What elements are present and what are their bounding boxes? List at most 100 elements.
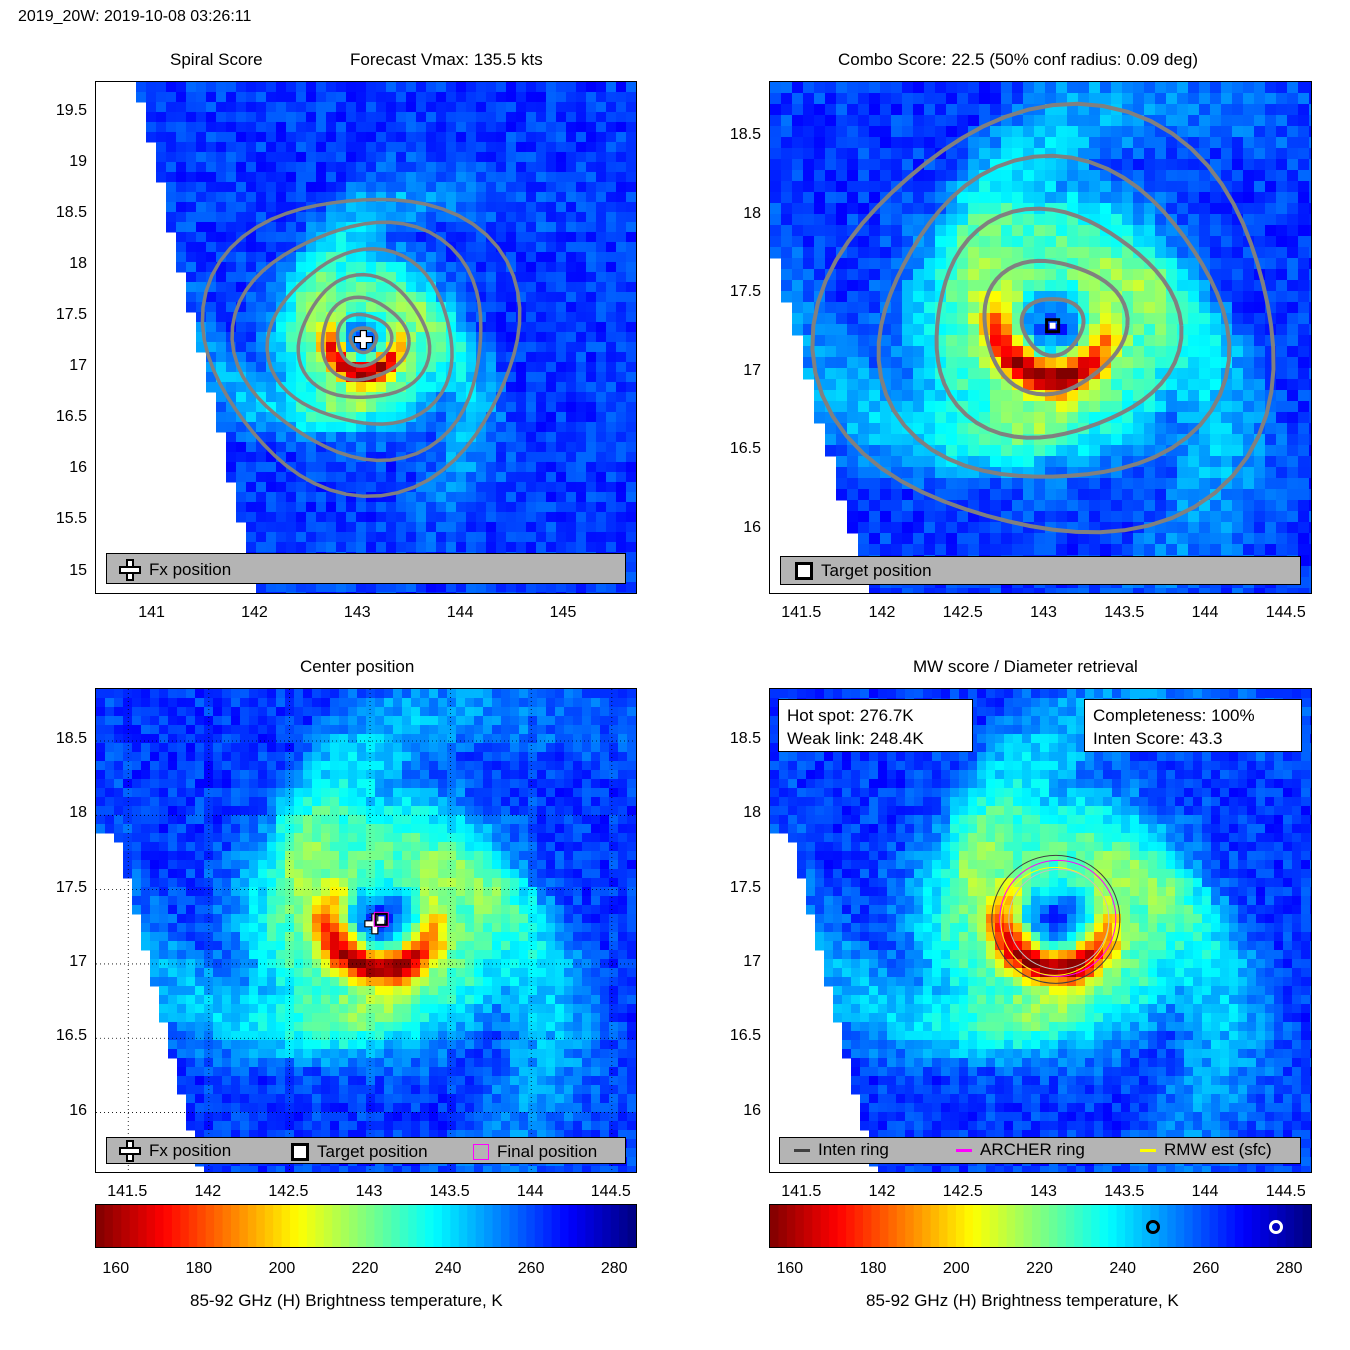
final-square-icon bbox=[473, 1144, 489, 1160]
mw-score-heatmap bbox=[770, 689, 1311, 1172]
colorbar-tick-label: 260 bbox=[1192, 1260, 1220, 1277]
x-tick-label: 145 bbox=[549, 604, 577, 621]
x-tick-label: 143.5 bbox=[1104, 604, 1145, 621]
y-tick-label: 18.5 bbox=[729, 126, 761, 144]
mw-legend: Inten ring ARCHER ring RMW est (sfc) bbox=[779, 1137, 1301, 1164]
colorbar-tick-label: 200 bbox=[268, 1260, 296, 1277]
colorbar-left-gradient bbox=[96, 1205, 637, 1247]
colorbar-tick-label: 160 bbox=[776, 1260, 804, 1277]
legend-item-final-position: Final position bbox=[473, 1142, 597, 1162]
legend-label-final-position: Final position bbox=[497, 1142, 598, 1161]
y-tick-label: 15 bbox=[69, 561, 87, 579]
x-tick-label: 142.5 bbox=[942, 604, 983, 621]
hot-spot-value: Hot spot: 276.7K bbox=[787, 706, 914, 725]
x-tick-label: 144 bbox=[446, 604, 474, 621]
spiral-panel-title: Spiral Score bbox=[170, 50, 263, 69]
y-tick-label: 16 bbox=[69, 1101, 87, 1119]
heatmap-cells bbox=[136, 82, 636, 593]
x-tick-label: 144 bbox=[1191, 1183, 1219, 1200]
weak-link-value: Weak link: 248.4K bbox=[787, 729, 924, 748]
weak-link-marker-icon bbox=[1146, 1220, 1160, 1234]
colorbar-tick-label: 260 bbox=[517, 1260, 545, 1277]
x-tick-label: 143 bbox=[355, 1183, 383, 1200]
contour-lines bbox=[810, 101, 1276, 535]
y-tick-label: 16.5 bbox=[729, 1027, 761, 1045]
legend-item-fx-position: Fx position bbox=[119, 1140, 231, 1162]
center-position-heatmap bbox=[96, 689, 636, 1172]
colorbar-tick-label: 200 bbox=[942, 1260, 970, 1277]
target-position-marker bbox=[1045, 318, 1061, 334]
archer-ring-line-icon bbox=[956, 1148, 972, 1152]
x-tick-label: 142 bbox=[868, 604, 896, 621]
position-markers bbox=[364, 911, 389, 935]
y-tick-label: 17.5 bbox=[729, 283, 761, 301]
legend-label-fx-position: Fx position bbox=[149, 1141, 232, 1160]
combo-score-heatmap bbox=[770, 82, 1311, 593]
spiral-panel-subtitle: Forecast Vmax: 135.5 kts bbox=[350, 50, 543, 69]
combo-score-plot: Target position bbox=[769, 81, 1312, 594]
combo-panel-title: Combo Score: 22.5 (50% conf radius: 0.09… bbox=[838, 50, 1199, 69]
inten-ring-line-icon bbox=[794, 1148, 810, 1152]
center-legend: Fx position Target position Final positi… bbox=[106, 1137, 626, 1164]
x-tick-label: 144 bbox=[1191, 604, 1219, 621]
x-tick-label: 143 bbox=[1030, 1183, 1057, 1200]
colorbar-tick-label: 280 bbox=[1275, 1260, 1303, 1277]
colorbar-tick-label: 220 bbox=[1026, 1260, 1053, 1277]
x-tick-label: 141.5 bbox=[781, 604, 822, 621]
mw-panel-title: MW score / Diameter retrieval bbox=[913, 657, 1138, 676]
legend-label-rmw-est: RMW est (sfc) bbox=[1164, 1140, 1272, 1159]
y-tick-label: 18.5 bbox=[55, 730, 87, 747]
center-panel-title: Center position bbox=[300, 657, 415, 676]
y-tick-label: 18 bbox=[743, 204, 761, 222]
y-tick-label: 17.5 bbox=[729, 878, 761, 896]
y-tick-label: 17.5 bbox=[55, 306, 87, 324]
inten-score-value: Inten Score: 43.3 bbox=[1093, 729, 1223, 748]
x-tick-label: 142 bbox=[241, 604, 268, 621]
fx-position-marker bbox=[353, 329, 374, 350]
colorbar-tick-label: 220 bbox=[351, 1260, 379, 1277]
x-tick-label: 142.5 bbox=[268, 1183, 309, 1200]
x-tick-label: 143.5 bbox=[429, 1183, 470, 1200]
x-tick-label: 144.5 bbox=[590, 1183, 631, 1200]
y-tick-label: 19.5 bbox=[55, 101, 87, 119]
x-tick-label: 142.5 bbox=[942, 1183, 983, 1200]
legend-label-fx-position: Fx position bbox=[149, 560, 232, 579]
combo-legend: Target position bbox=[780, 556, 1301, 585]
hot-spot-marker-icon bbox=[1269, 1220, 1283, 1234]
spiral-score-heatmap bbox=[136, 82, 636, 593]
mw-info-left: Hot spot: 276.7K Weak link: 248.4K bbox=[778, 699, 973, 752]
y-tick-label: 16.5 bbox=[55, 408, 87, 426]
legend-item-inten-ring: Inten ring bbox=[794, 1140, 889, 1160]
x-tick-label: 141 bbox=[138, 604, 165, 621]
colorbar-right-gradient bbox=[770, 1205, 1312, 1247]
heatmap-cells bbox=[96, 689, 636, 1172]
colorbar-tick-label: 240 bbox=[1109, 1260, 1137, 1277]
retrieval-rings bbox=[991, 854, 1121, 984]
colorbar-right-label: 85-92 GHz (H) Brightness temperature, K bbox=[866, 1291, 1179, 1310]
y-tick-label: 17 bbox=[743, 361, 761, 379]
plus-marker-icon bbox=[119, 559, 141, 581]
y-tick-label: 18 bbox=[743, 804, 761, 822]
heatmap-cells bbox=[770, 82, 1311, 593]
colorbar-left-label: 85-92 GHz (H) Brightness temperature, K bbox=[190, 1291, 503, 1310]
legend-item-target-position: Target position bbox=[291, 1142, 428, 1162]
colorbar-tick-label: 280 bbox=[600, 1260, 628, 1277]
figure-header-title: 2019_20W: 2019-10-08 03:26:11 bbox=[18, 8, 252, 25]
x-tick-label: 144.5 bbox=[1265, 604, 1306, 621]
y-tick-label: 17 bbox=[743, 952, 761, 970]
x-tick-label: 142 bbox=[868, 1183, 896, 1200]
colorbar-tick-label: 160 bbox=[102, 1260, 130, 1277]
colorbar-tick-label: 180 bbox=[859, 1260, 887, 1277]
colorbar-tick-label: 180 bbox=[185, 1260, 213, 1277]
spiral-legend: Fx position bbox=[106, 553, 626, 584]
rmw-est-line-icon bbox=[1140, 1148, 1156, 1152]
colorbar-right bbox=[769, 1204, 1312, 1248]
x-tick-label: 143 bbox=[343, 604, 371, 621]
colorbar-cells bbox=[770, 1205, 1312, 1247]
heatmap-cells bbox=[770, 689, 1311, 1172]
x-tick-label: 142 bbox=[194, 1183, 222, 1200]
y-tick-label: 18 bbox=[69, 804, 87, 822]
y-tick-label: 16.5 bbox=[55, 1027, 87, 1045]
y-tick-label: 19 bbox=[69, 152, 87, 170]
x-tick-label: 144.5 bbox=[1265, 1183, 1306, 1200]
